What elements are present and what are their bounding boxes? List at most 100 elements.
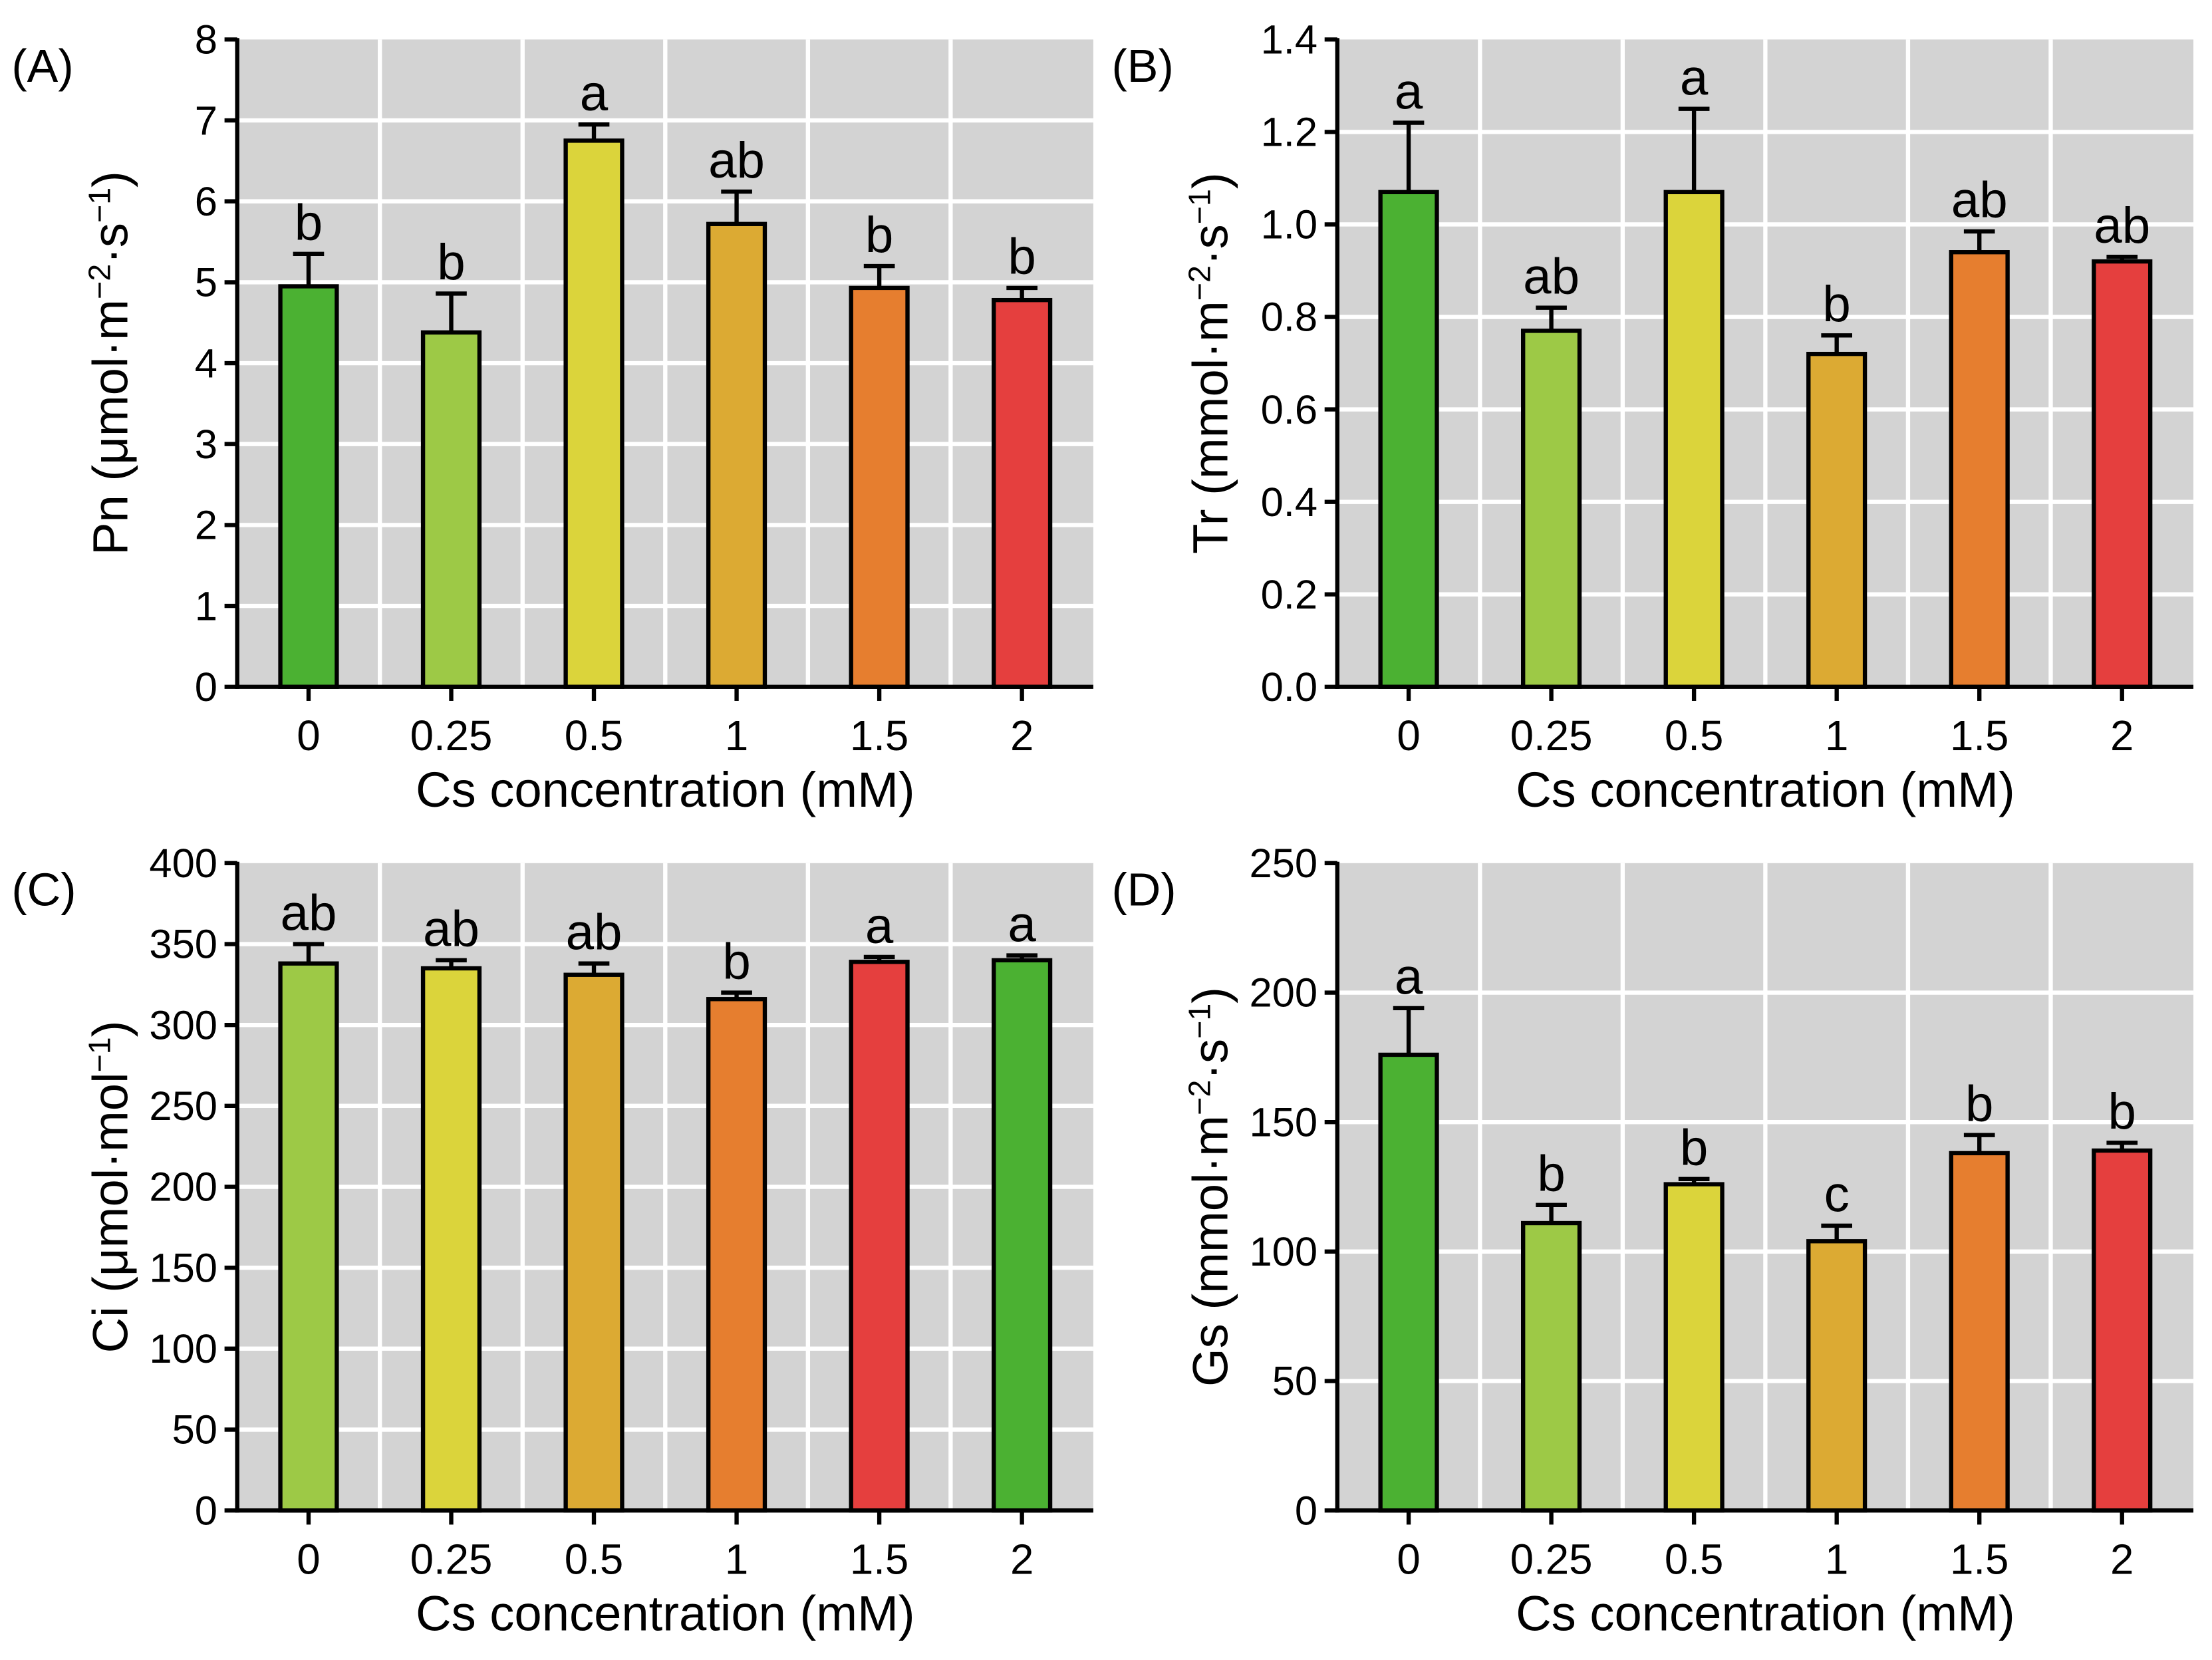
bar: [1663, 190, 1725, 689]
bar: [1949, 1151, 2010, 1513]
y-tick-label: 3: [195, 422, 217, 468]
y-tick-label: 1.0: [1261, 202, 1317, 248]
y-axis-title: Tr (mmol·m−2·s−1): [1182, 172, 1238, 554]
y-tick-label: 400: [149, 841, 217, 887]
y-tick-label: 50: [172, 1407, 217, 1453]
x-tick-label: 0.5: [1665, 712, 1723, 760]
significance-letter: a: [865, 898, 894, 954]
x-tick-label: 0: [1397, 1536, 1420, 1584]
significance-letter: b: [1537, 1146, 1565, 1202]
y-tick-label: 200: [149, 1165, 217, 1210]
x-tick-label: 2: [1010, 712, 1034, 760]
significance-letter: b: [295, 195, 323, 251]
y-tick-label: 4: [195, 341, 217, 386]
y-tick-label: 150: [149, 1245, 217, 1291]
y-tick-label: 6: [195, 179, 217, 225]
significance-letter: b: [437, 234, 465, 291]
significance-letter: a: [1395, 63, 1423, 120]
x-tick-label: 1: [1825, 1536, 1848, 1584]
superscript: −1: [1182, 189, 1216, 224]
bar: [706, 221, 767, 689]
bar: [1521, 1220, 1582, 1513]
significance-letter: ab: [2094, 198, 2150, 254]
significance-letter: b: [1965, 1075, 1993, 1132]
y-axis-title-part: Pn (μmol·m: [82, 299, 138, 555]
x-tick-label: 0.5: [1665, 1536, 1723, 1584]
y-tick-label: 100: [149, 1326, 217, 1372]
significance-letter: ab: [423, 901, 480, 958]
x-tick-label: 0: [297, 1536, 320, 1584]
y-tick-label: 5: [195, 260, 217, 306]
y-tick-label: 0.0: [1261, 664, 1317, 710]
y-tick-label: 0: [195, 1488, 217, 1534]
bar: [849, 285, 910, 689]
bar: [420, 966, 482, 1513]
y-tick-label: 0.2: [1261, 572, 1317, 618]
bar: [278, 961, 339, 1513]
bar: [1663, 1182, 1725, 1513]
bar: [706, 997, 767, 1513]
significance-letter: b: [1680, 1120, 1708, 1176]
significance-letter: ab: [566, 904, 622, 961]
superscript: −2: [1182, 265, 1216, 301]
y-axis-title-part: ·s: [1182, 1039, 1238, 1080]
x-axis-title: Cs concentration (mM): [416, 1586, 915, 1641]
panel-label: (B): [1111, 40, 1173, 92]
significance-letter: b: [865, 207, 893, 263]
x-tick-label: 1: [725, 712, 748, 760]
y-tick-label: 0: [1295, 1488, 1317, 1534]
x-axis-title: Cs concentration (mM): [1516, 762, 2015, 817]
x-tick-label: 0.25: [410, 712, 493, 760]
y-axis-title-part: ·s: [1182, 224, 1238, 265]
bar: [1806, 351, 1867, 689]
y-tick-label: 200: [1250, 970, 1318, 1016]
significance-letter: b: [1822, 276, 1850, 333]
y-tick-label: 1.2: [1261, 110, 1317, 156]
y-axis-title: Pn (μmol·m−2·s−1): [82, 171, 138, 555]
bar: [849, 960, 910, 1513]
superscript: −2: [82, 264, 116, 299]
y-axis-title: Gs (mmol·m−2·s−1): [1182, 987, 1238, 1387]
y-tick-label: 8: [195, 17, 217, 63]
x-tick-label: 0: [1397, 712, 1420, 760]
bar: [1806, 1239, 1867, 1513]
y-axis-title-part: ): [1182, 172, 1238, 189]
y-tick-label: 250: [149, 1083, 217, 1129]
y-tick-label: 7: [195, 98, 217, 144]
panel-a: 0 1 2 3 4 5 6 7 8 b 0 b 0.25 a 0.5 ab 1 b 1.5 b 2 Cs concentr…: [11, 17, 1093, 817]
y-axis-title-part: Tr (mmol·m: [1182, 301, 1238, 554]
significance-letter: ab: [708, 132, 765, 189]
y-tick-label: 350: [149, 922, 217, 968]
x-tick-label: 1.5: [1950, 1536, 2008, 1584]
x-tick-label: 0.5: [565, 712, 623, 760]
bar: [1521, 329, 1582, 689]
bar: [420, 330, 482, 689]
bar: [1949, 250, 2010, 689]
significance-letter: ab: [1951, 172, 2008, 229]
bar: [563, 138, 624, 689]
y-tick-label: 100: [1250, 1229, 1318, 1275]
bar: [1378, 190, 1439, 689]
significance-letter: b: [1008, 229, 1036, 285]
panel-d: 0 50 100 150 200 250 a 0 b 0.25 b 0.5 c 1 b 1.5 b 2 Cs con…: [1111, 841, 2194, 1641]
y-tick-label: 0: [195, 664, 217, 710]
bar: [992, 958, 1053, 1513]
y-axis-title-part: Gs (mmol·m: [1182, 1115, 1238, 1387]
x-tick-label: 1: [725, 1536, 748, 1584]
y-tick-label: 0.8: [1261, 295, 1317, 341]
superscript: −1: [1182, 1004, 1216, 1039]
bar: [2092, 1148, 2153, 1513]
panel-label: (A): [11, 40, 73, 92]
significance-letter: b: [2108, 1083, 2136, 1140]
bar: [563, 972, 624, 1513]
superscript: −1: [82, 188, 116, 223]
x-tick-label: 1.5: [850, 1536, 908, 1584]
significance-letter: a: [1395, 949, 1423, 1006]
x-axis-title: Cs concentration (mM): [1516, 1586, 2015, 1641]
significance-letter: ab: [280, 885, 337, 941]
x-tick-label: 1.5: [1950, 712, 2008, 760]
y-axis-title-part: ·s: [82, 223, 138, 264]
significance-letter: a: [1008, 896, 1036, 952]
significance-letter: a: [580, 65, 609, 122]
